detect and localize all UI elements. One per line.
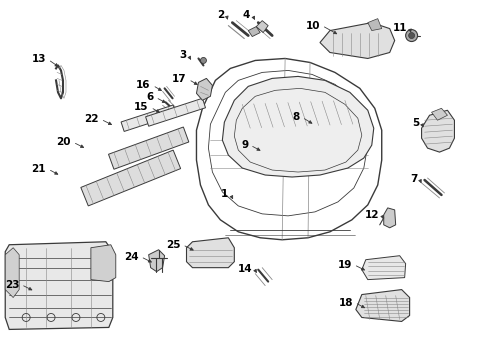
Polygon shape [248, 27, 260, 37]
Text: 22: 22 [84, 114, 99, 124]
Polygon shape [384, 208, 396, 228]
Text: 24: 24 [124, 252, 139, 262]
Text: 10: 10 [305, 21, 320, 31]
Text: 18: 18 [339, 297, 353, 307]
Text: 19: 19 [338, 260, 352, 270]
Text: 25: 25 [166, 240, 180, 250]
Polygon shape [81, 150, 181, 206]
Circle shape [406, 30, 417, 41]
Polygon shape [5, 248, 19, 298]
Text: 9: 9 [241, 140, 248, 150]
Polygon shape [320, 23, 394, 58]
Text: 11: 11 [393, 23, 408, 33]
Text: 12: 12 [365, 210, 380, 220]
Text: 20: 20 [56, 137, 71, 147]
Circle shape [409, 32, 415, 39]
Text: 5: 5 [412, 118, 419, 128]
Polygon shape [222, 76, 374, 177]
Text: 13: 13 [31, 54, 46, 64]
Text: 17: 17 [172, 75, 187, 84]
Polygon shape [256, 21, 268, 32]
Polygon shape [421, 110, 454, 152]
Text: 4: 4 [243, 10, 250, 20]
Polygon shape [108, 127, 189, 169]
Text: 1: 1 [221, 189, 228, 199]
Circle shape [200, 58, 206, 63]
Text: 7: 7 [410, 174, 417, 184]
Polygon shape [362, 256, 406, 280]
Text: 8: 8 [293, 112, 300, 122]
Polygon shape [91, 245, 116, 282]
Polygon shape [196, 78, 212, 100]
Polygon shape [368, 19, 382, 31]
Polygon shape [187, 238, 234, 268]
Text: 6: 6 [147, 92, 154, 102]
Text: 15: 15 [134, 102, 148, 112]
Text: 14: 14 [238, 264, 252, 274]
Text: 2: 2 [217, 10, 224, 20]
Text: 3: 3 [179, 50, 187, 60]
Polygon shape [148, 250, 165, 272]
Polygon shape [432, 108, 447, 120]
Polygon shape [5, 242, 113, 329]
Polygon shape [356, 289, 410, 321]
Text: 23: 23 [5, 280, 19, 289]
Text: 21: 21 [31, 164, 46, 174]
Polygon shape [121, 105, 176, 131]
Polygon shape [146, 98, 205, 126]
Text: 16: 16 [136, 80, 150, 90]
